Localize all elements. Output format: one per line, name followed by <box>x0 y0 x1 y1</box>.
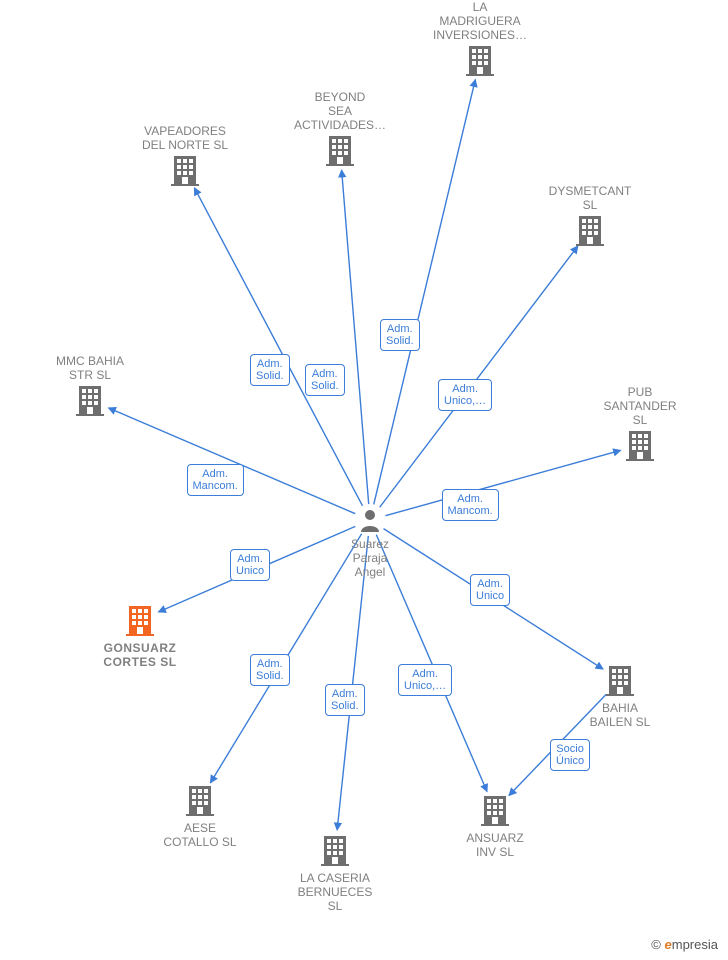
brand-initial: e <box>665 937 672 952</box>
copyright-symbol: © <box>651 937 661 952</box>
edge-line <box>210 534 361 783</box>
copyright: © empresia <box>651 937 718 952</box>
edge-line <box>108 408 355 514</box>
edge-line <box>337 536 368 830</box>
edge-line <box>194 188 362 506</box>
edge-line <box>374 79 476 504</box>
edge-line <box>509 694 606 795</box>
brand-rest: mpresia <box>672 937 718 952</box>
edge-line <box>342 170 369 504</box>
edge-line <box>383 529 603 670</box>
diagram-svg <box>0 0 728 960</box>
edge-line <box>158 526 355 612</box>
edge-line <box>385 450 620 515</box>
edge-line <box>380 246 578 507</box>
edge-line <box>376 535 487 792</box>
